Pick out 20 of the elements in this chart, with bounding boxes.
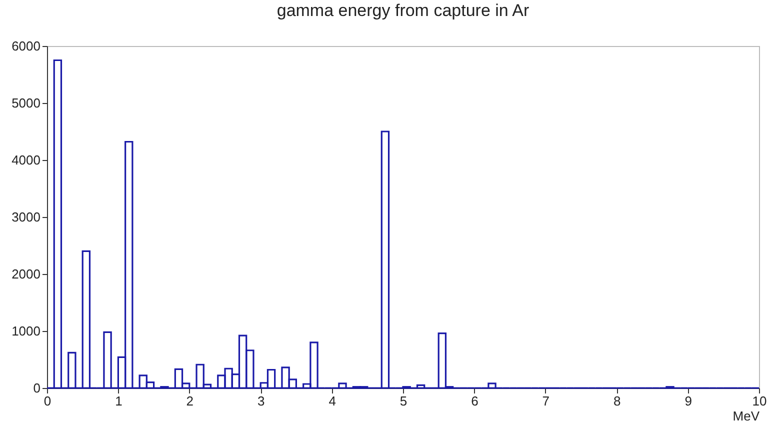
x-tick-label: 10 (752, 394, 767, 408)
x-tick-label: 4 (328, 394, 336, 408)
y-tick-label: 2000 (12, 266, 40, 282)
x-tick-label: 8 (613, 394, 621, 408)
x-tick-label: 0 (44, 394, 52, 408)
x-tick-label: 5 (400, 394, 408, 408)
y-tick-label: 0 (33, 380, 40, 396)
x-tick-label: 9 (684, 394, 692, 408)
y-tick-label: 3000 (12, 210, 40, 224)
y-tick-label: 1000 (12, 324, 40, 338)
y-tick-label: 4000 (12, 152, 40, 168)
chart-title: gamma energy from capture in Ar (276, 1, 530, 20)
x-axis-title: MeV (732, 408, 760, 424)
x-tick-label: 6 (471, 394, 478, 408)
x-tick-label: 1 (115, 394, 122, 408)
x-tick-label: 7 (542, 394, 550, 408)
x-tick-label: 3 (257, 394, 265, 408)
y-tick-label: 6000 (12, 38, 40, 54)
y-tick-label: 5000 (12, 96, 40, 110)
x-tick-label: 2 (186, 394, 194, 408)
